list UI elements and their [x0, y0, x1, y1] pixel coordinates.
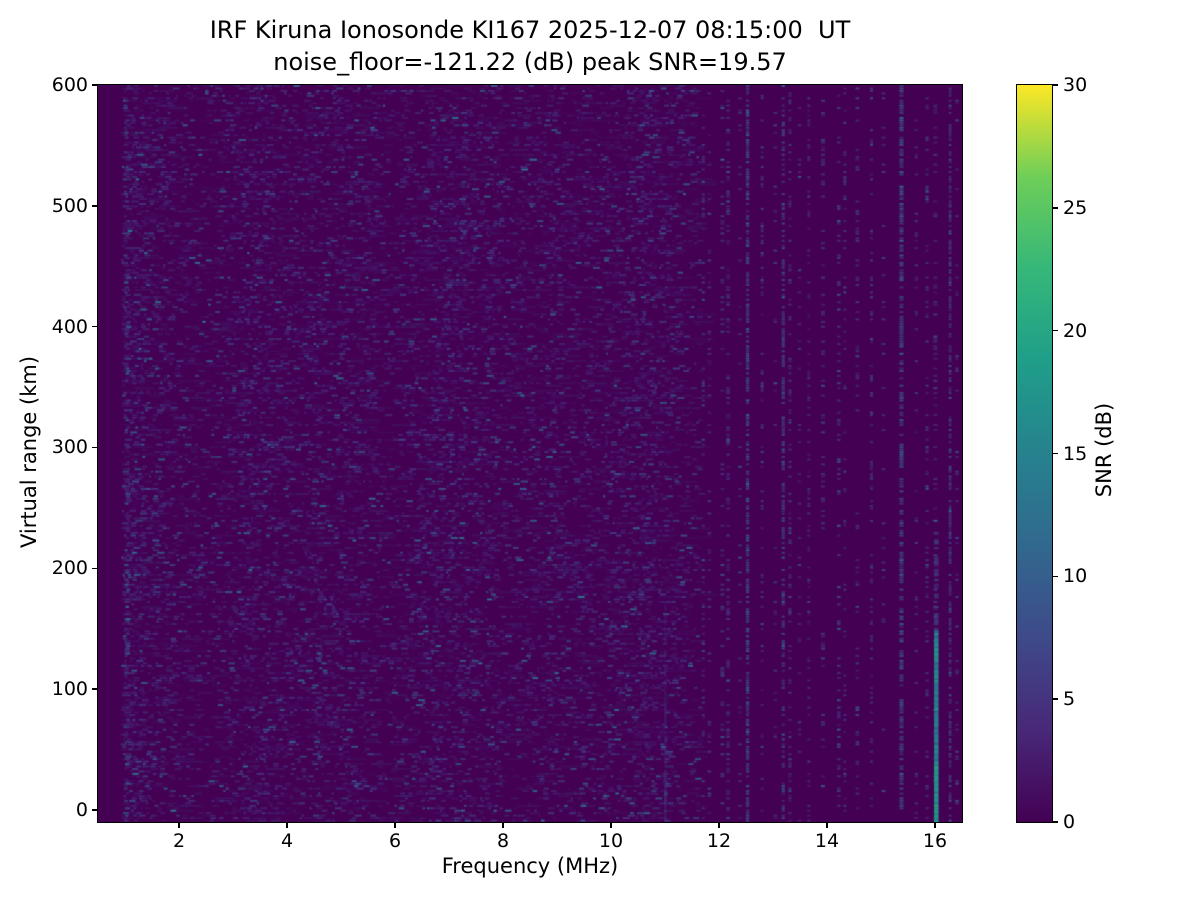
x-tick-label: 14	[814, 830, 840, 852]
y-tick-mark	[92, 446, 97, 449]
colorbar	[1016, 84, 1053, 823]
y-tick-label: 400	[51, 315, 88, 338]
x-tick-mark	[934, 823, 936, 828]
x-tick-mark	[286, 823, 288, 828]
x-tick-mark	[178, 823, 180, 828]
chart-title-line2: noise_floor=-121.22 (dB) peak SNR=19.57	[273, 48, 787, 76]
colorbar-tick-mark	[1053, 207, 1058, 209]
colorbar-tick-label: 20	[1063, 319, 1088, 342]
colorbar-tick-label: 15	[1063, 442, 1088, 465]
colorbar-tick-mark	[1053, 329, 1058, 332]
y-tick-mark	[92, 809, 97, 811]
x-tick-label: 6	[388, 830, 402, 852]
x-tick-mark	[394, 823, 396, 828]
x-tick-label: 16	[922, 830, 948, 852]
colorbar-tick-mark	[1053, 452, 1058, 455]
colorbar-tick-mark	[1053, 575, 1058, 578]
y-tick-mark	[92, 567, 97, 570]
x-tick-mark	[718, 823, 720, 828]
y-tick-label: 500	[51, 194, 88, 217]
chart-title: IRF Kiruna Ionosonde KI167 2025-12-07 08…	[98, 14, 962, 78]
colorbar-tick-label: 5	[1063, 688, 1076, 711]
colorbar-label: SNR (dB)	[1092, 402, 1116, 498]
colorbar-tick-label: 25	[1063, 196, 1088, 219]
x-tick-mark	[502, 823, 504, 828]
y-tick-label: 600	[51, 74, 88, 96]
y-tick-label: 200	[51, 557, 88, 580]
colorbar-tick-mark	[1053, 84, 1058, 86]
ionogram-heatmap	[98, 85, 962, 822]
x-tick-label: 12	[706, 830, 732, 852]
colorbar-tick-label: 10	[1063, 565, 1088, 588]
chart-title-line1: IRF Kiruna Ionosonde KI167 2025-12-07 08…	[209, 16, 851, 44]
y-tick-mark	[92, 325, 97, 328]
y-tick-label: 100	[51, 678, 88, 701]
colorbar-tick-label: 30	[1063, 74, 1088, 96]
y-tick-label: 300	[51, 436, 88, 459]
y-tick-mark	[92, 688, 97, 690]
colorbar-tick-mark	[1053, 698, 1058, 700]
x-tick-label: 10	[598, 830, 624, 852]
x-axis-label: Frequency (MHz)	[441, 854, 619, 878]
plot-area	[97, 84, 963, 823]
colorbar-tick-mark	[1053, 821, 1058, 823]
x-tick-mark	[826, 823, 828, 828]
colorbar-tick-label: 0	[1063, 811, 1076, 833]
y-tick-mark	[92, 84, 97, 86]
x-tick-label: 4	[280, 830, 294, 852]
y-tick-label: 0	[75, 798, 88, 821]
y-axis-label: Virtual range (km)	[17, 355, 41, 549]
x-tick-mark	[610, 823, 612, 828]
x-tick-label: 2	[172, 830, 186, 852]
x-tick-label: 8	[496, 830, 510, 852]
y-tick-mark	[92, 205, 97, 207]
